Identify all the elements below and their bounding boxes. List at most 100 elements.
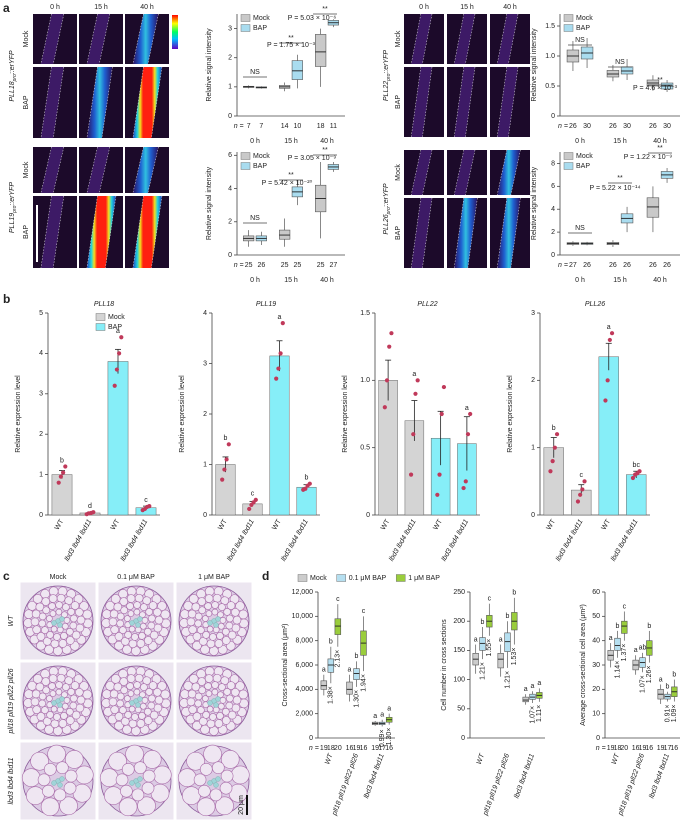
- column-label: 15 h: [94, 4, 108, 11]
- cell: [157, 681, 167, 691]
- significance-letter: b: [506, 613, 510, 620]
- cell: [55, 681, 63, 689]
- y-tick-label: 2: [203, 411, 207, 418]
- data-point: [389, 331, 394, 336]
- cell: [38, 619, 46, 628]
- chart-title: PLL18: [94, 301, 114, 308]
- cell: [124, 631, 132, 639]
- y-axis-label: Relative expression level: [507, 375, 514, 453]
- cell: [66, 627, 74, 636]
- cell: [209, 633, 217, 641]
- cell: [148, 601, 158, 610]
- cell: [145, 608, 153, 616]
- n-value: 19: [371, 745, 379, 752]
- cell: [140, 603, 148, 611]
- cell: [136, 639, 146, 648]
- bar: [626, 474, 647, 516]
- vessel: [137, 776, 143, 782]
- data-point: [274, 376, 279, 381]
- cell: [143, 716, 153, 725]
- fold-change: 1.14×: [614, 661, 621, 679]
- section-image: [175, 581, 253, 661]
- y-tick-label: 6: [228, 152, 232, 159]
- y-tick-label: 4: [203, 310, 207, 317]
- vessel: [59, 776, 65, 782]
- data-point: [117, 351, 122, 356]
- cell: [64, 769, 78, 783]
- cell: [41, 677, 51, 686]
- cell: [50, 625, 58, 633]
- y-axis-label: Relative signal intensity: [206, 28, 213, 102]
- cell: [114, 640, 124, 651]
- cell: [126, 594, 136, 603]
- y-tick-label: 0: [228, 252, 232, 259]
- n-value: 26: [569, 123, 577, 130]
- n-value: 20: [334, 745, 342, 752]
- cell: [188, 705, 198, 714]
- cell: [202, 615, 209, 622]
- cell: [99, 768, 119, 788]
- cell: [133, 688, 141, 696]
- cell: [192, 712, 202, 721]
- cell: [127, 690, 135, 697]
- cell: [63, 617, 71, 624]
- cell: [186, 751, 205, 771]
- legend-swatch: [336, 574, 346, 582]
- significance-letter: b: [60, 457, 64, 464]
- cell: [204, 602, 212, 610]
- data-point: [114, 367, 119, 372]
- cell: [142, 769, 156, 783]
- box: [320, 680, 328, 690]
- scale-bar-label: 20 μm: [238, 795, 245, 815]
- cell: [41, 597, 51, 606]
- cell: [74, 608, 84, 617]
- y-tick-label: 0: [203, 512, 207, 519]
- cell: [36, 712, 46, 721]
- data-point: [253, 497, 258, 502]
- cell: [206, 625, 214, 633]
- x-tick-label: lbd3 lbd4 lbd11: [280, 518, 310, 562]
- n-label: n =: [234, 262, 244, 269]
- root: [132, 67, 162, 138]
- n-value: 26: [663, 262, 671, 269]
- n-value: 19: [353, 745, 361, 752]
- y-tick-label: 2: [531, 377, 535, 384]
- cell: [46, 615, 53, 622]
- cell: [220, 769, 234, 783]
- vessel: [207, 780, 213, 786]
- bar: [296, 486, 317, 516]
- cell: [235, 601, 245, 611]
- legend-swatch: [95, 313, 106, 321]
- cell: [211, 688, 219, 696]
- legend-label: Mock: [108, 314, 125, 321]
- cell: [32, 625, 42, 634]
- n-value: 30: [583, 123, 591, 130]
- cell: [46, 631, 54, 639]
- cell: [202, 711, 210, 719]
- cell: [196, 797, 216, 817]
- root-edge: [98, 146, 111, 194]
- fold-change: 1.09×: [671, 705, 678, 723]
- cell: [226, 614, 234, 623]
- row-label: BAP: [395, 226, 402, 240]
- bar: [269, 355, 290, 516]
- fold-change: 2.13×: [335, 650, 342, 668]
- fold-change: 0.91×: [664, 705, 671, 723]
- root-edge: [105, 195, 117, 269]
- x-tick-label: pll18 pll19 pll22 pll26: [331, 753, 360, 818]
- cell: [128, 719, 138, 729]
- data-point: [382, 405, 387, 410]
- cell: [36, 632, 46, 641]
- annotation: P = 1.75 × 10⁻³: [267, 42, 316, 49]
- n-value: 25: [293, 262, 301, 269]
- bar: [51, 474, 73, 516]
- vessel: [51, 620, 57, 626]
- cell: [49, 690, 57, 697]
- n-value: 16: [670, 745, 678, 752]
- cell: [65, 636, 75, 645]
- cell: [128, 639, 138, 649]
- n-value: 19: [639, 745, 647, 752]
- cell: [30, 617, 40, 627]
- cell: [118, 669, 128, 679]
- root: [411, 150, 432, 195]
